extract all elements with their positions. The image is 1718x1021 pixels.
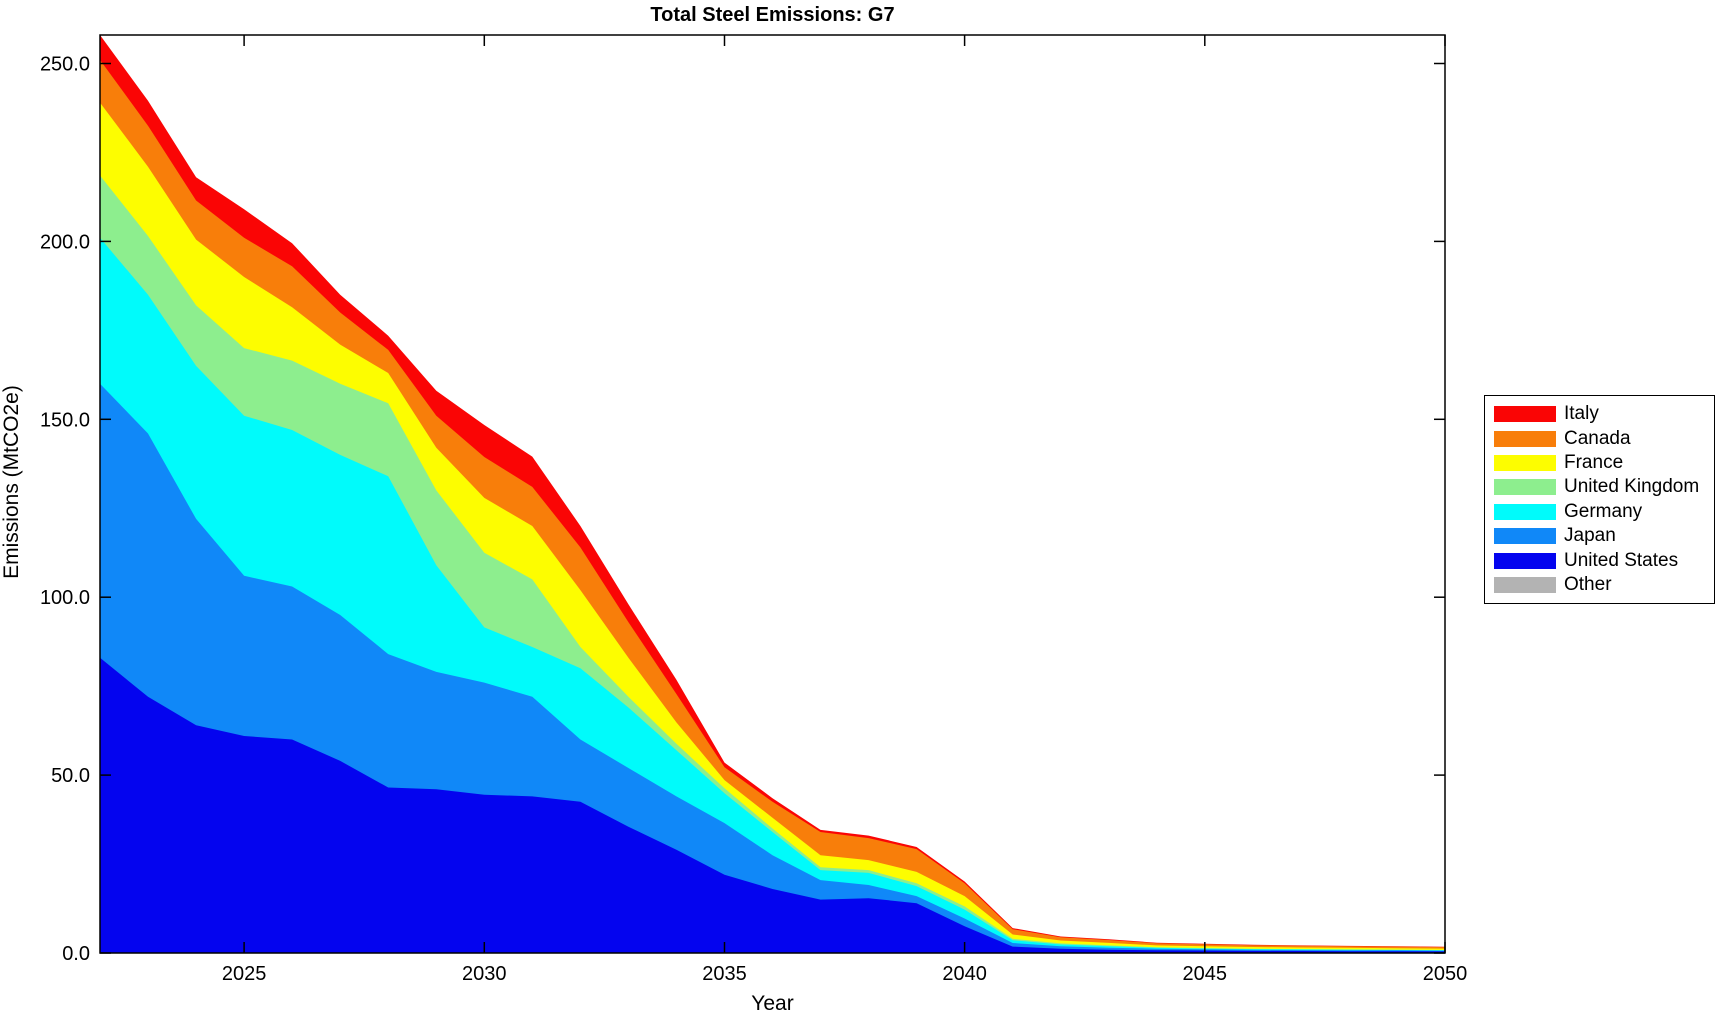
y-tick-label: 50.0 [51, 765, 90, 787]
y-tick-label: 150.0 [40, 409, 90, 431]
legend-swatch-icon [1494, 503, 1556, 520]
legend-label: Germany [1564, 500, 1643, 522]
y-tick-label: 200.0 [40, 231, 90, 253]
legend-label: France [1564, 451, 1624, 473]
legend-item-france: France [1494, 451, 1714, 475]
legend-item-united-kingdom: United Kingdom [1494, 475, 1714, 499]
legend-swatch-icon [1494, 528, 1556, 545]
x-tick-label: 2040 [942, 963, 987, 985]
legend-label: United States [1564, 549, 1679, 571]
legend-label: United Kingdom [1564, 476, 1700, 498]
legend-swatch-icon [1494, 406, 1556, 423]
x-tick-label: 2050 [1423, 963, 1468, 985]
legend-item-italy: Italy [1494, 402, 1714, 426]
area-united-states [100, 657, 1445, 953]
legend-swatch-icon [1494, 576, 1556, 593]
legend-label: Japan [1564, 525, 1616, 547]
axes-frame [99, 34, 1446, 954]
legend: Italy Canada France United Kingdom Germany Ja… [1484, 395, 1715, 605]
legend-label: Canada [1564, 427, 1631, 449]
y-tick-label: 250.0 [40, 54, 90, 76]
x-tick-label: 2025 [222, 963, 267, 985]
legend-swatch-icon [1494, 479, 1556, 496]
x-tick-label: 2035 [702, 963, 747, 985]
legend-swatch-icon [1494, 430, 1556, 447]
y-tick-label: 100.0 [40, 587, 90, 609]
y-axis-label: Emissions (MtCO2e) [0, 385, 23, 579]
legend-swatch-icon [1494, 454, 1556, 471]
legend-label: Italy [1564, 403, 1599, 425]
legend-item-japan: Japan [1494, 524, 1714, 548]
legend-item-other: Other [1494, 573, 1714, 597]
x-tick-label: 2030 [462, 963, 507, 985]
legend-item-united-states: United States [1494, 548, 1714, 572]
legend-swatch-icon [1494, 552, 1556, 569]
legend-item-canada: Canada [1494, 426, 1714, 450]
legend-label: Other [1564, 573, 1612, 595]
x-axis-label: Year [751, 992, 794, 1015]
y-tick-label: 0.0 [62, 943, 90, 965]
legend-item-germany: Germany [1494, 500, 1714, 524]
x-tick-label: 2045 [1183, 963, 1228, 985]
chart-title: Total Steel Emissions: G7 [650, 4, 895, 26]
